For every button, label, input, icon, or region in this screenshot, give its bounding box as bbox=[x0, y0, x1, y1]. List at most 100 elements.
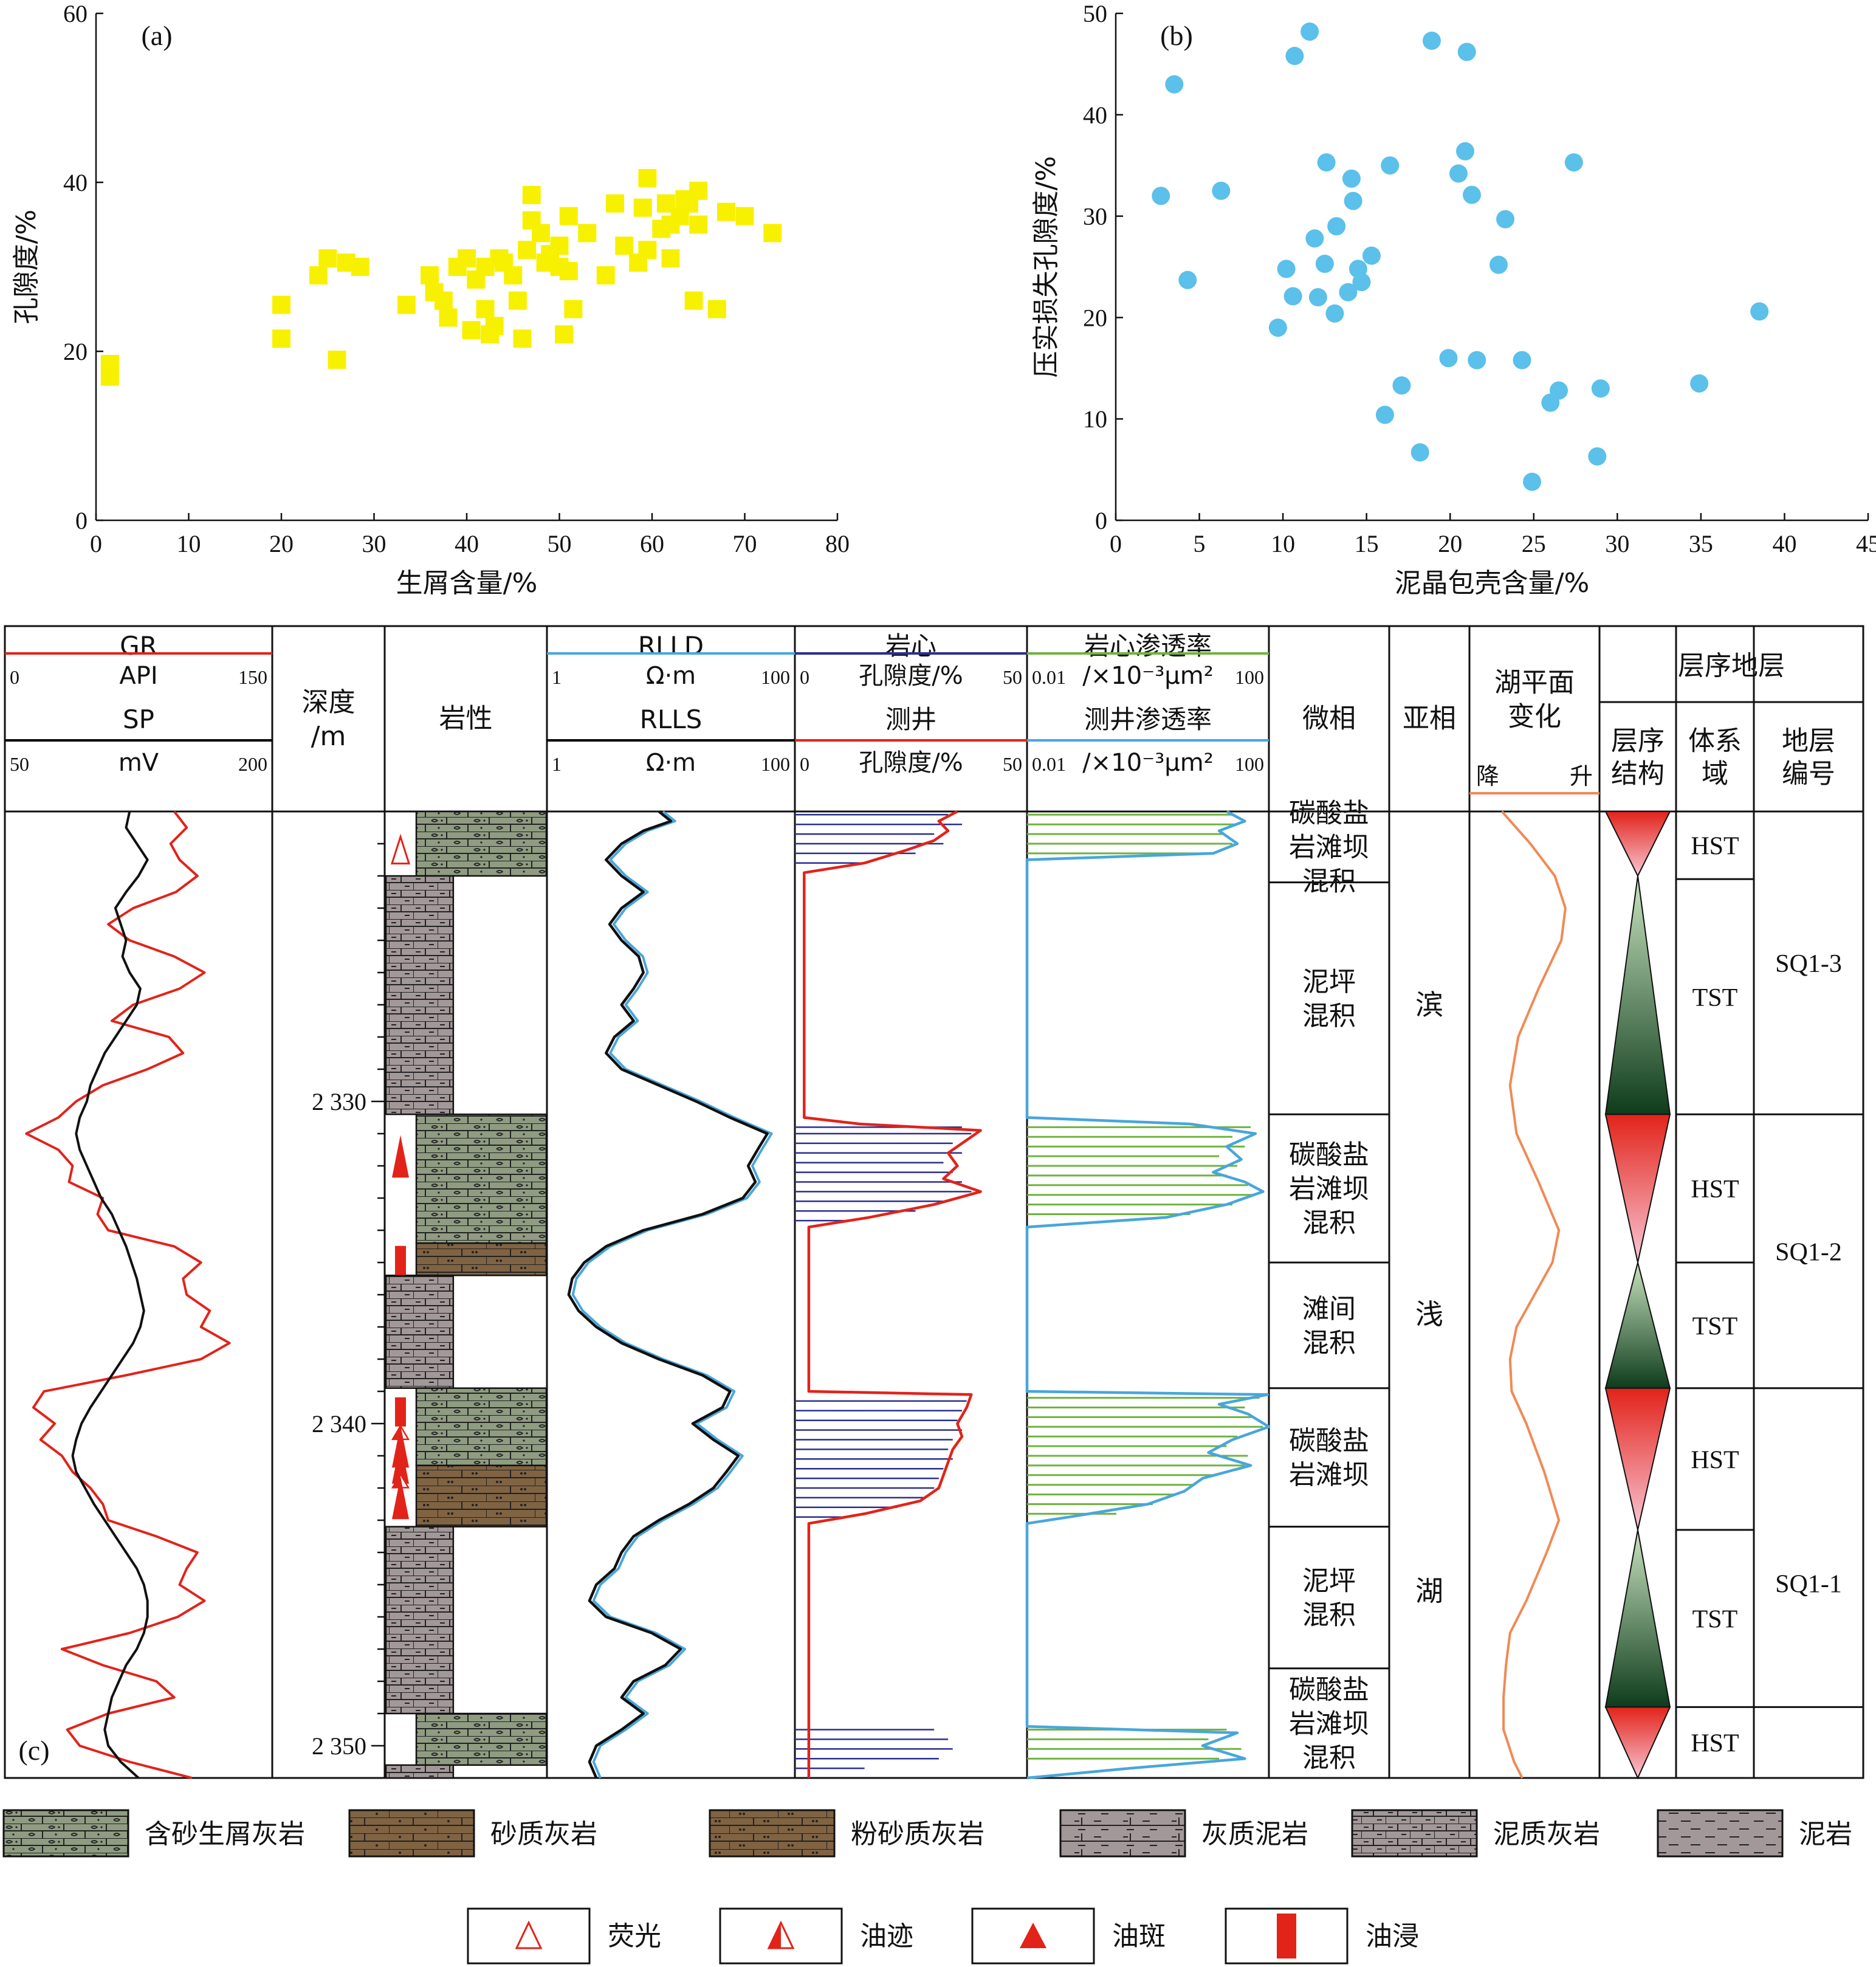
data-point bbox=[1439, 349, 1458, 368]
track-max: 200 bbox=[238, 753, 267, 775]
y-axis-label: 孔隙度/% bbox=[11, 210, 42, 325]
track-min: 0.01 bbox=[1032, 666, 1066, 688]
track-name: 岩心 bbox=[885, 631, 936, 661]
y-tick-label: 20 bbox=[63, 338, 88, 365]
data-point bbox=[1285, 47, 1304, 66]
lithology-header: 岩性 bbox=[439, 703, 493, 734]
data-point bbox=[1268, 319, 1287, 337]
legend-swatch-argillaceous_limestone bbox=[1351, 1809, 1478, 1858]
microfacies-label: 碳酸盐岩滩坝 bbox=[1289, 1425, 1369, 1490]
data-point bbox=[1352, 273, 1371, 292]
scatter-chart-a: 0 10 20 30 40 50 60 70 80 0 20 40 60 生屑含量/% 孔隙度/% (a) bbox=[11, 0, 850, 599]
legend-label: 灰质泥岩 bbox=[1201, 1819, 1308, 1850]
legend-swatch-calcareous_mudstone bbox=[1059, 1809, 1186, 1858]
data-point bbox=[559, 261, 578, 280]
x-tick-label: 80 bbox=[825, 530, 850, 557]
oil-spot-icon bbox=[392, 1441, 409, 1484]
depth-tick-label: 2 350 bbox=[312, 1732, 366, 1760]
data-point bbox=[661, 249, 680, 268]
x-tick-label: 70 bbox=[733, 530, 757, 557]
oil-trace-icon bbox=[769, 1923, 781, 1948]
track-max: 100 bbox=[1235, 666, 1264, 688]
data-point bbox=[458, 249, 476, 268]
panel-label: (b) bbox=[1160, 20, 1193, 51]
data-point bbox=[689, 181, 708, 200]
x-tick-label: 50 bbox=[548, 530, 572, 557]
y-tick-label: 0 bbox=[75, 507, 88, 534]
track-max: 50 bbox=[1003, 753, 1022, 775]
subfacies-char: 湖 bbox=[1415, 1575, 1443, 1608]
lithology-bed bbox=[385, 1764, 455, 1779]
data-point bbox=[439, 308, 458, 327]
data-point bbox=[638, 241, 657, 260]
fluorescence-icon bbox=[390, 833, 411, 865]
lithology-bed bbox=[415, 1387, 548, 1467]
track-name: RLLS bbox=[640, 704, 703, 734]
lake-down-label: 降 bbox=[1476, 763, 1499, 790]
oil-immersion-icon bbox=[395, 1397, 406, 1427]
track-name: GR bbox=[120, 631, 157, 661]
data-point bbox=[1165, 75, 1184, 94]
track-max: 100 bbox=[761, 753, 790, 775]
sequence-triangle bbox=[1604, 811, 1671, 878]
data-point bbox=[1212, 181, 1231, 200]
x-tick-label: 20 bbox=[269, 530, 294, 557]
data-point bbox=[272, 295, 290, 314]
data-point bbox=[1339, 283, 1358, 301]
legend-swatch-mudstone bbox=[1657, 1809, 1784, 1858]
data-point bbox=[397, 295, 416, 314]
data-point bbox=[550, 236, 569, 255]
log-porosity-curve bbox=[803, 810, 982, 1778]
data-point bbox=[1152, 187, 1170, 205]
systems-tract-label: HST bbox=[1691, 833, 1739, 861]
data-point bbox=[1496, 210, 1515, 229]
data-point bbox=[518, 241, 537, 260]
gr-curve bbox=[25, 810, 231, 1779]
data-point bbox=[1317, 153, 1336, 172]
x-tick-label: 30 bbox=[1605, 530, 1629, 557]
microfacies-label: 碳酸盐岩滩坝混积 bbox=[1289, 1140, 1369, 1239]
data-point bbox=[328, 350, 346, 369]
data-point bbox=[1362, 246, 1381, 265]
data-point bbox=[1283, 287, 1302, 306]
track-unit: Ω·m bbox=[646, 662, 696, 690]
data-point bbox=[707, 300, 726, 319]
legend-swatch-sandy_bioclastic bbox=[2, 1809, 129, 1858]
x-tick-label: 0 bbox=[90, 530, 102, 557]
data-point bbox=[485, 317, 504, 336]
subfacies-char: 滨 bbox=[1415, 988, 1443, 1021]
track-unit: 孔隙度/% bbox=[859, 662, 963, 690]
data-point bbox=[309, 266, 328, 284]
microfacies-label: 滩间混积 bbox=[1302, 1294, 1356, 1359]
data-point bbox=[532, 224, 550, 243]
legend-swatch-sandy_limestone bbox=[348, 1809, 475, 1858]
data-point bbox=[1422, 32, 1441, 50]
y-tick-label: 10 bbox=[1083, 405, 1107, 433]
x-tick-label: 40 bbox=[1772, 530, 1796, 557]
sequence-triangle bbox=[1604, 1387, 1671, 1531]
data-point bbox=[1468, 351, 1486, 370]
strata-label: SQ1-3 bbox=[1775, 950, 1842, 978]
data-point bbox=[1750, 302, 1769, 321]
data-point bbox=[1375, 405, 1394, 424]
y-tick-label: 0 bbox=[1095, 507, 1107, 534]
legend-label: 油迹 bbox=[860, 1921, 913, 1952]
x-axis-label: 生屑含量/% bbox=[396, 568, 538, 599]
legend-label: 荧光 bbox=[608, 1921, 661, 1952]
data-point bbox=[421, 266, 439, 284]
track-min: 50 bbox=[10, 753, 29, 775]
data-point bbox=[100, 367, 119, 386]
track-min: 0.01 bbox=[1032, 753, 1066, 775]
data-point bbox=[615, 236, 634, 255]
x-axis-label: 泥晶包壳含量/% bbox=[1395, 568, 1590, 599]
strata-label: SQ1-1 bbox=[1775, 1570, 1842, 1598]
data-point bbox=[1457, 43, 1476, 61]
data-point bbox=[684, 291, 703, 310]
sequence-triangle bbox=[1604, 875, 1671, 1115]
depth-tick-label: 2 330 bbox=[312, 1088, 366, 1115]
x-tick-label: 60 bbox=[640, 530, 664, 557]
track-max: 150 bbox=[238, 666, 267, 688]
y-axis-label: 压实损失孔隙度/% bbox=[1031, 156, 1062, 378]
data-point bbox=[1455, 142, 1474, 160]
